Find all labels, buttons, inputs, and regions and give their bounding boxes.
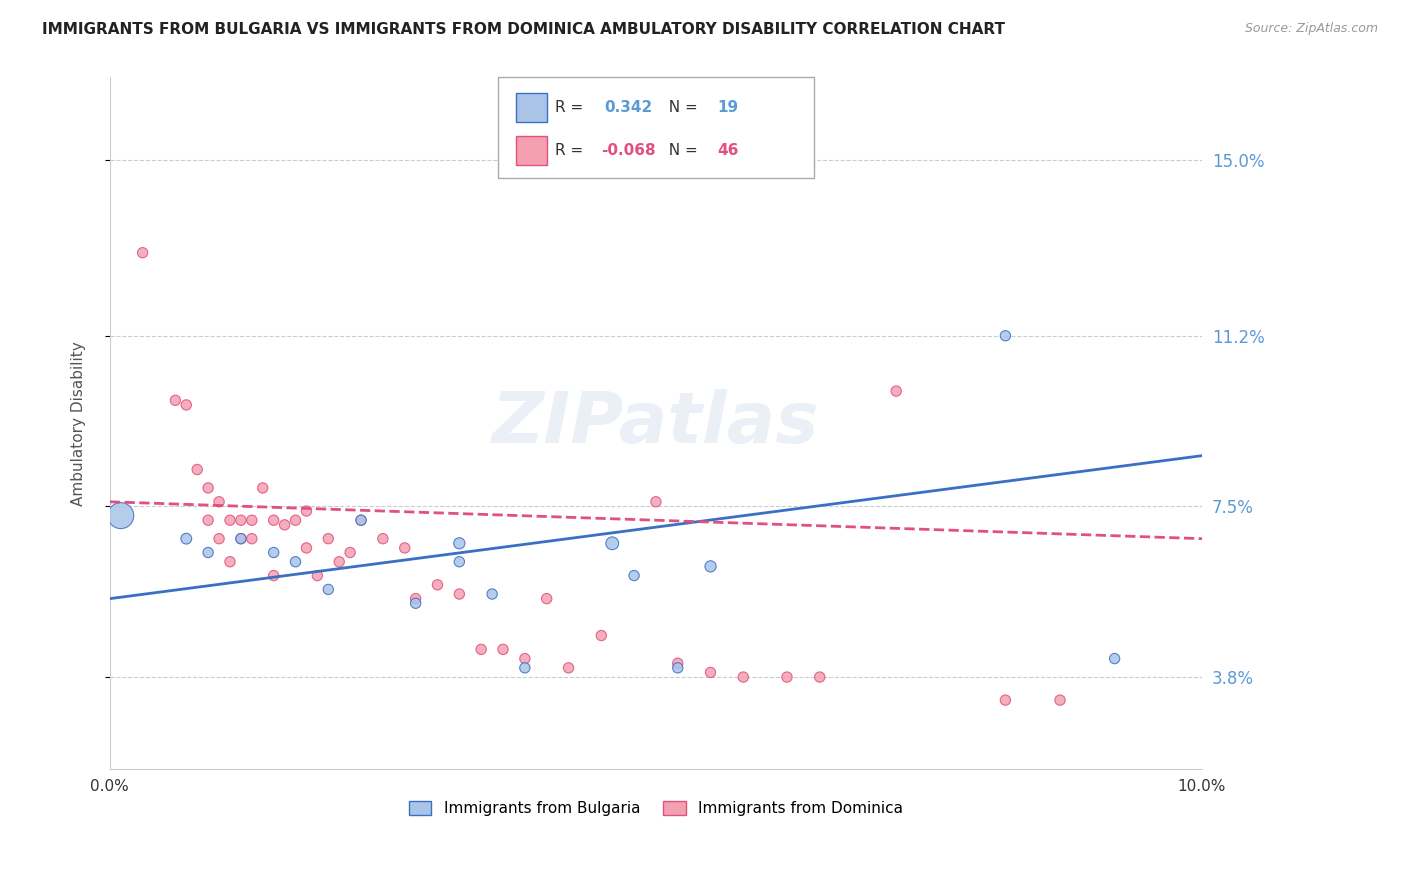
Point <box>591 628 613 642</box>
Point <box>776 670 799 684</box>
Point <box>1049 693 1071 707</box>
Point <box>240 532 263 546</box>
Point <box>131 245 153 260</box>
Point <box>666 661 689 675</box>
Text: 19: 19 <box>717 101 738 115</box>
Text: Source: ZipAtlas.com: Source: ZipAtlas.com <box>1244 22 1378 36</box>
Point <box>263 513 285 527</box>
Point <box>295 504 318 518</box>
Point <box>994 693 1017 707</box>
Text: 0.342: 0.342 <box>605 101 652 115</box>
Text: N =: N = <box>659 101 703 115</box>
Point <box>405 591 427 606</box>
Text: N =: N = <box>659 144 703 158</box>
Point <box>449 536 471 550</box>
Point <box>339 545 361 559</box>
Legend: Immigrants from Bulgaria, Immigrants from Dominica: Immigrants from Bulgaria, Immigrants fro… <box>401 794 911 824</box>
Point <box>197 513 219 527</box>
Point <box>263 545 285 559</box>
Point <box>426 578 449 592</box>
Point <box>449 587 471 601</box>
Point <box>186 462 208 476</box>
Point <box>273 517 295 532</box>
Point <box>699 559 721 574</box>
Point <box>229 532 252 546</box>
Point <box>470 642 492 657</box>
Point <box>165 393 187 408</box>
FancyBboxPatch shape <box>516 136 547 165</box>
Point <box>645 495 668 509</box>
Point <box>350 513 373 527</box>
Point <box>284 513 307 527</box>
Point <box>666 657 689 671</box>
Point <box>197 545 219 559</box>
Point <box>536 591 558 606</box>
Point <box>316 582 339 597</box>
Point <box>994 328 1017 343</box>
Point <box>208 495 231 509</box>
Point <box>176 398 198 412</box>
Point <box>176 532 198 546</box>
FancyBboxPatch shape <box>498 78 814 178</box>
Point <box>316 532 339 546</box>
Point <box>623 568 645 582</box>
Text: ZIPatlas: ZIPatlas <box>492 389 820 458</box>
Text: -0.068: -0.068 <box>602 144 657 158</box>
Point <box>371 532 394 546</box>
Point <box>405 596 427 610</box>
Point <box>328 555 350 569</box>
Point <box>600 536 623 550</box>
Point <box>394 541 416 555</box>
Text: IMMIGRANTS FROM BULGARIA VS IMMIGRANTS FROM DOMINICA AMBULATORY DISABILITY CORRE: IMMIGRANTS FROM BULGARIA VS IMMIGRANTS F… <box>42 22 1005 37</box>
Point <box>219 513 242 527</box>
Text: R =: R = <box>555 101 593 115</box>
Point <box>513 651 536 665</box>
Point <box>557 661 579 675</box>
Point <box>884 384 907 398</box>
Point <box>240 513 263 527</box>
Point <box>449 555 471 569</box>
Text: R =: R = <box>555 144 589 158</box>
Point <box>229 513 252 527</box>
FancyBboxPatch shape <box>516 94 547 122</box>
Point <box>263 568 285 582</box>
Point <box>699 665 721 680</box>
Point <box>110 508 132 523</box>
Point <box>808 670 831 684</box>
Point <box>219 555 242 569</box>
Point <box>295 541 318 555</box>
Point <box>481 587 503 601</box>
Point <box>492 642 515 657</box>
Point <box>350 513 373 527</box>
Point <box>1104 651 1126 665</box>
Point <box>197 481 219 495</box>
Point <box>307 568 329 582</box>
Point <box>733 670 755 684</box>
Point <box>208 532 231 546</box>
Point <box>284 555 307 569</box>
Point <box>513 661 536 675</box>
Point <box>229 532 252 546</box>
Text: 46: 46 <box>717 144 738 158</box>
Point <box>252 481 274 495</box>
Y-axis label: Ambulatory Disability: Ambulatory Disability <box>72 341 86 506</box>
